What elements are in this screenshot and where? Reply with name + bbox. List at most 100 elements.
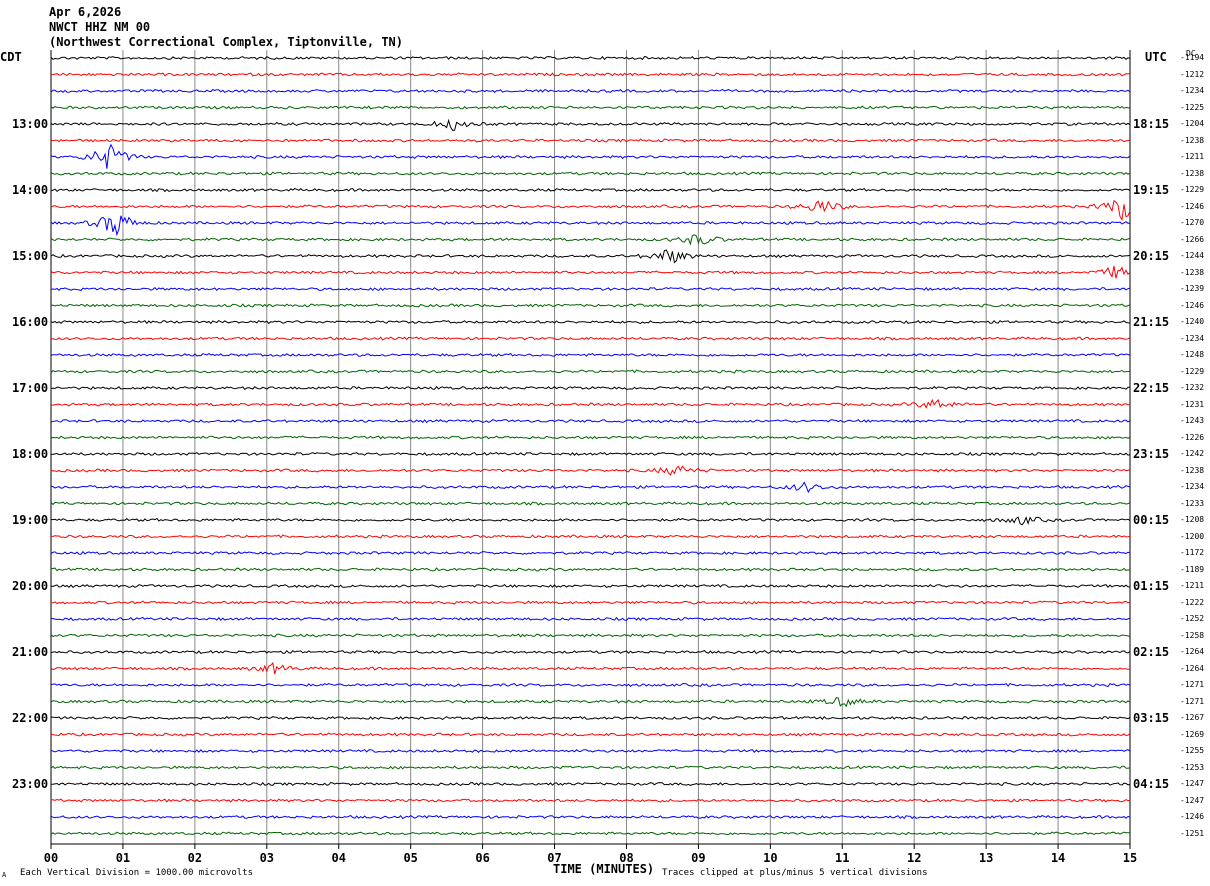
dc-offset-label: -1229 xyxy=(1180,366,1205,376)
right-axis-title: UTC xyxy=(1145,50,1167,64)
right-hour-label: 01:15 xyxy=(1133,579,1170,593)
trace-row-17 xyxy=(50,336,1131,341)
corner-mark: A xyxy=(2,871,7,879)
dc-offset-label: -1238 xyxy=(1180,168,1205,178)
trace-row-25 xyxy=(50,465,1131,476)
trace-row-24 xyxy=(50,451,1131,457)
right-hour-label: 21:15 xyxy=(1133,315,1170,329)
dc-offset-label: -1194 xyxy=(1180,53,1205,62)
x-tick-label-06: 06 xyxy=(475,851,489,865)
trace-row-4 xyxy=(50,118,1131,131)
x-tick-label-08: 08 xyxy=(619,851,633,865)
dc-offset-label: -1229 xyxy=(1180,185,1205,194)
right-hour-label: 20:15 xyxy=(1133,249,1170,263)
dc-offset-label: -1212 xyxy=(1180,69,1205,79)
trace-row-44 xyxy=(50,781,1131,787)
dc-offset-label: -1267 xyxy=(1180,713,1205,722)
time-grid xyxy=(50,50,1131,845)
trace-row-8 xyxy=(50,187,1131,193)
dc-offset-label: -1246 xyxy=(1180,300,1205,310)
dc-offset-label: -1252 xyxy=(1180,614,1205,623)
trace-row-22 xyxy=(50,419,1131,424)
dc-offset-label: -1239 xyxy=(1180,284,1205,293)
trace-row-13 xyxy=(50,265,1131,279)
trace-row-16 xyxy=(50,319,1131,325)
x-tick-label-13: 13 xyxy=(979,851,993,865)
dc-offset-label: -1238 xyxy=(1180,135,1205,145)
trace-row-5 xyxy=(50,138,1131,143)
trace-row-38 xyxy=(50,682,1131,688)
dc-offset-label: -1211 xyxy=(1180,152,1205,161)
trace-row-33 xyxy=(50,600,1131,605)
trace-row-27 xyxy=(50,501,1131,506)
dc-offset-label: -1243 xyxy=(1180,416,1205,425)
x-tick-label-02: 02 xyxy=(188,851,202,865)
right-hour-label: 22:15 xyxy=(1133,381,1170,395)
left-hour-label: 14:00 xyxy=(12,183,49,197)
right-hour-label: 02:15 xyxy=(1133,645,1170,659)
dc-offset-label: -1234 xyxy=(1180,333,1205,343)
dc-offset-label: -1264 xyxy=(1180,647,1205,656)
right-hour-label: 00:15 xyxy=(1133,513,1170,527)
trace-row-3 xyxy=(50,105,1131,110)
dc-offset-label: -1225 xyxy=(1180,102,1205,112)
trace-row-21 xyxy=(50,398,1130,409)
dc-offset-label: -1244 xyxy=(1180,251,1205,260)
trace-row-47 xyxy=(50,831,1131,836)
trace-row-9 xyxy=(50,199,1131,222)
dc-offset-label: -1234 xyxy=(1180,86,1205,95)
trace-row-18 xyxy=(50,352,1131,357)
x-tick-label-14: 14 xyxy=(1051,851,1065,865)
left-hour-label: 21:00 xyxy=(12,645,49,659)
x-tick-label-05: 05 xyxy=(403,851,417,865)
trace-row-10 xyxy=(50,215,1131,237)
location-label: (Northwest Correctional Complex, Tiptonv… xyxy=(49,35,404,49)
trace-row-30 xyxy=(50,550,1131,555)
trace-row-46 xyxy=(50,814,1131,820)
x-tick-label-10: 10 xyxy=(763,851,777,865)
dc-offset-label: -1204 xyxy=(1180,119,1205,128)
right-hour-label: 03:15 xyxy=(1133,711,1170,725)
left-hour-label: 23:00 xyxy=(12,777,49,791)
station-label: NWCT HHZ NM 00 xyxy=(49,20,151,34)
trace-row-32 xyxy=(50,584,1131,589)
trace-row-1 xyxy=(50,72,1131,77)
left-hour-label: 18:00 xyxy=(12,447,49,461)
left-axis-title: CDT xyxy=(0,50,22,64)
x-tick-label-03: 03 xyxy=(260,851,274,865)
dc-offset-label: -1222 xyxy=(1180,597,1205,607)
dc-offset-label: -1270 xyxy=(1180,218,1205,227)
dc-offset-label: -1271 xyxy=(1180,680,1205,689)
dc-offset-label: -1238 xyxy=(1180,267,1205,277)
trace-row-15 xyxy=(50,303,1131,308)
trace-row-28 xyxy=(50,516,1131,526)
seismic-traces xyxy=(50,55,1131,836)
dc-offset-label: -1200 xyxy=(1180,531,1205,541)
x-axis-ticks: 00 01 02 03 04 05 06 07 08 09 10 11 12 13 14 15 xyxy=(44,844,1137,865)
left-hour-label: 16:00 xyxy=(12,315,49,329)
trace-row-45 xyxy=(50,798,1131,803)
trace-row-37 xyxy=(50,661,1131,675)
dc-offset-label: -1232 xyxy=(1180,383,1205,392)
dc-offset-label: -1234 xyxy=(1180,482,1205,491)
x-axis-title: TIME (MINUTES) xyxy=(553,862,655,876)
trace-row-42 xyxy=(50,748,1131,753)
right-hour-label: 18:15 xyxy=(1133,117,1170,131)
trace-row-39 xyxy=(50,697,1131,708)
dc-offset-label: -1251 xyxy=(1180,828,1205,838)
x-tick-label-00: 00 xyxy=(44,851,58,865)
dc-offset-label: -1266 xyxy=(1180,234,1205,244)
dc-offset-label: -1258 xyxy=(1180,630,1205,640)
x-tick-label-15: 15 xyxy=(1123,851,1137,865)
dc-offset-label: -1246 xyxy=(1180,201,1205,211)
dc-offset-label: -1189 xyxy=(1180,564,1205,574)
dc-offset-label: -1233 xyxy=(1180,498,1205,508)
trace-row-41 xyxy=(50,732,1131,737)
right-hour-label: 04:15 xyxy=(1133,777,1170,791)
right-hour-label: 19:15 xyxy=(1133,183,1170,197)
trace-row-40 xyxy=(50,715,1131,720)
left-hour-label: 20:00 xyxy=(12,579,49,593)
left-hour-label: 17:00 xyxy=(12,381,49,395)
clip-note: Traces clipped at plus/minus 5 vertical … xyxy=(662,868,928,878)
